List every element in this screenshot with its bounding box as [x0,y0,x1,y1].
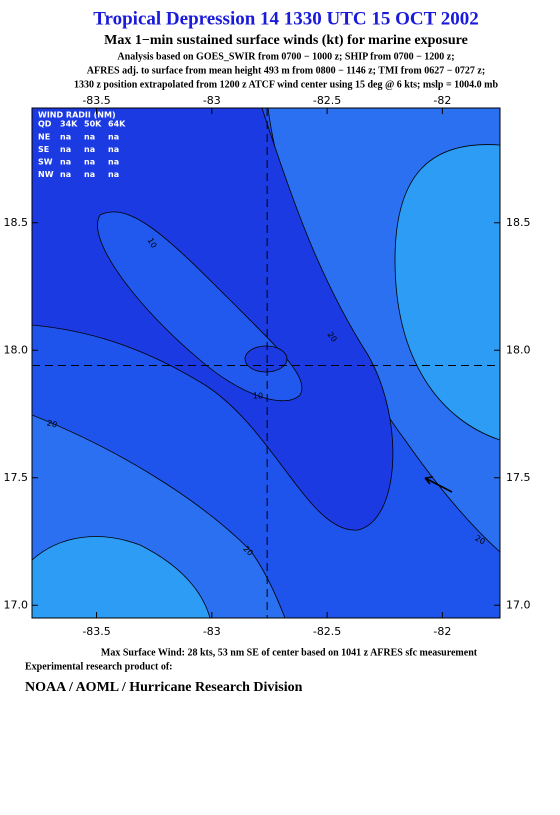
y-tick-label: 18.5 [506,216,531,229]
wind-radii-cell: SW [38,158,53,167]
y-tick-label: 17.0 [506,598,531,611]
wind-radii-cell: na [60,170,71,179]
wind-radii-cell: na [60,133,71,142]
y-tick-label: 18.0 [506,343,531,356]
wind-radii-cell: na [108,158,119,167]
y-tick-label: 17.0 [4,598,29,611]
wind-radii-cell: na [84,133,95,142]
contour-label: 10 [253,392,263,401]
wind-radii-cell: na [108,170,119,179]
wind-radii-cell: na [60,145,71,154]
wind-radii-cell: na [108,133,119,142]
x-tick-label: -82.5 [313,625,341,638]
contour-field [32,108,500,618]
contour-label: 20 [473,534,486,547]
plot-frame [31,107,501,619]
wind-radii-title: WIND RADII (NM) [38,111,116,120]
y-tick-label: 18.0 [4,343,29,356]
wind-radii-cell: na [84,158,95,167]
wind-radii-header: 50K [84,120,102,129]
contour-region [32,536,211,618]
footer: Max Surface Wind: 28 kts, 53 nm SE of ce… [101,647,478,658]
wind-radii-cell: NE [38,133,50,142]
wind-radii-cell: na [108,145,119,154]
x-tick-label: -83.5 [82,94,110,107]
contour-label: 20 [46,418,58,429]
title: Tropical Depression 14 1330 UTC 15 OCT 2… [93,8,478,29]
credit: Experimental research product of: [25,661,172,672]
wind-radii-cell: na [84,170,95,179]
note: Analysis based on GOES_SWIR from 0700 − … [117,51,454,62]
note: AFRES adj. to surface from mean height 4… [87,65,485,76]
wind-radii-header: QD [38,120,52,129]
subtitle: Max 1−min sustained surface winds (kt) f… [104,33,468,48]
x-tick-label: -82.5 [313,94,341,107]
y-tick-label: 17.5 [4,471,29,484]
y-tick-label: 18.5 [4,216,29,229]
note: 1330 z position extrapolated from 1200 z… [74,79,499,90]
x-tick-label: -82 [433,94,451,107]
x-tick-label: -83 [203,94,221,107]
wind-radii-header: 34K [60,120,78,129]
wind-radii-cell: na [60,158,71,167]
wind-radii-header: 64K [108,120,126,129]
contour-label: 10 [146,236,159,249]
wind-radii-cell: na [84,145,95,154]
wind-radii-cell: NW [38,170,54,179]
organization: NOAA / AOML / Hurricane Research Divisio… [25,680,303,695]
x-tick-label: -83.5 [82,625,110,638]
contour-region [244,345,288,373]
arrow [424,476,453,493]
contour-region [394,144,500,441]
x-tick-label: -83 [203,625,221,638]
wind-radii-table: WIND RADII (NM)QD 34K 50K 64K NE na na na SE na na… [38,111,126,180]
wind-radii-cell: SE [38,145,49,154]
y-tick-label: 17.5 [506,471,531,484]
x-tick-label: -82 [433,625,451,638]
